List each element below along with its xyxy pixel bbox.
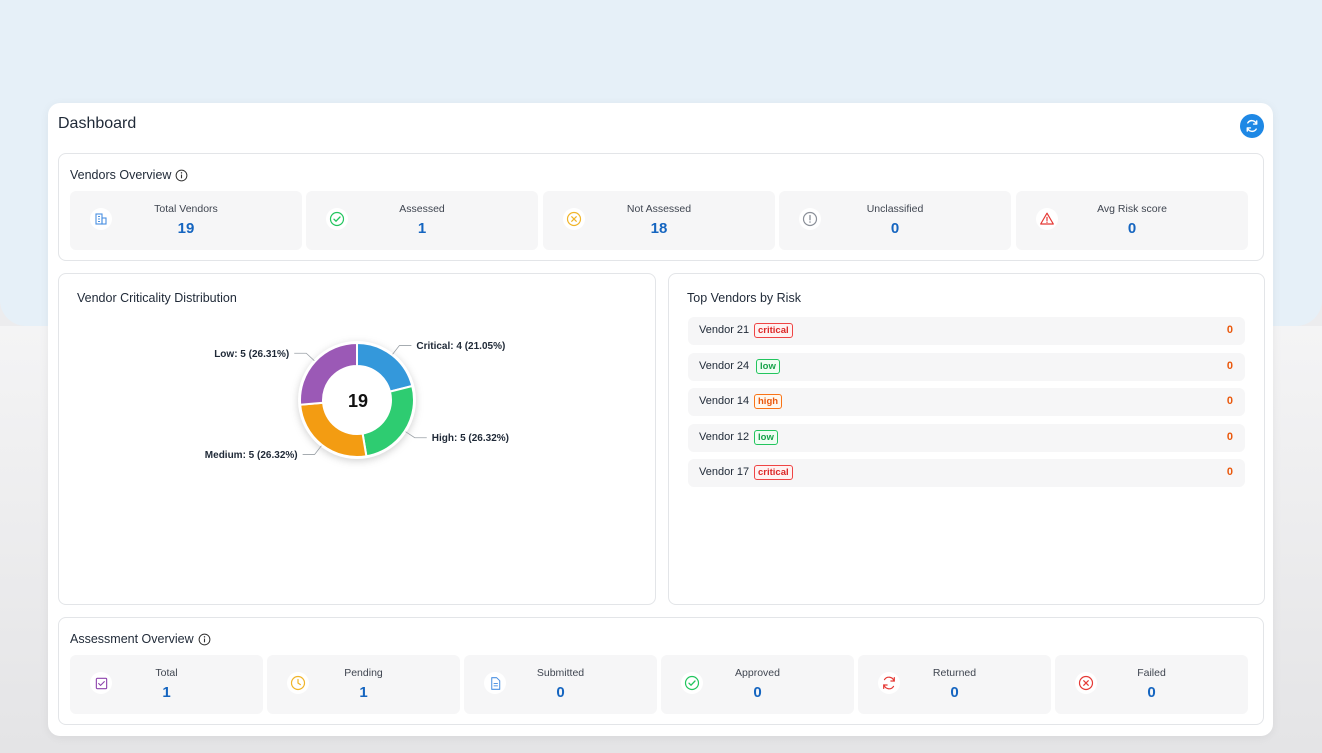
risk-score: 0: [1226, 360, 1233, 372]
donut-slice-label: Low: 5 (26.31%): [214, 349, 289, 360]
assessment-overview-label: Assessment Overview: [70, 632, 194, 646]
vendor-row[interactable]: Vendor 12 low 0: [688, 424, 1245, 452]
x-circle-icon: [1075, 672, 1097, 694]
criticality-badge: critical: [754, 323, 793, 338]
stat-unclassified[interactable]: Unclassified 0: [779, 191, 1011, 250]
refresh-button[interactable]: [1240, 114, 1264, 138]
vendor-name: Vendor 14: [699, 395, 750, 407]
stat-label: Failed: [1137, 667, 1166, 679]
risk-score: 0: [1226, 324, 1233, 336]
donut-center-value: 19: [348, 391, 368, 411]
stat-value: 1: [359, 684, 368, 701]
vendors-overview-label: Vendors Overview: [70, 168, 172, 182]
stat-not-assessed[interactable]: Not Assessed 18: [543, 191, 775, 250]
stat-assessed[interactable]: Assessed 1: [306, 191, 538, 250]
vendor-row[interactable]: Vendor 21 critical 0: [688, 317, 1245, 345]
criticality-badge: low: [754, 430, 778, 445]
page-title: Dashboard: [58, 115, 137, 132]
x-circle-icon: [563, 208, 585, 230]
criticality-badge: low: [756, 359, 780, 374]
donut-leader-line: [294, 352, 315, 362]
rotate-icon: [878, 672, 900, 694]
criticality-badge: high: [754, 394, 783, 409]
top-vendors-panel: Top Vendors by Risk Vendor 21 critical 0…: [668, 273, 1265, 605]
stat-label: Pending: [344, 667, 383, 679]
stat-label: Submitted: [536, 667, 585, 679]
vendor-name: Vendor 24: [699, 360, 750, 372]
building-icon: [90, 208, 112, 230]
vendor-row[interactable]: Vendor 14 high 0: [688, 388, 1245, 416]
stat-label: Unclassified: [866, 203, 924, 215]
stat-label: Assessed: [399, 203, 445, 215]
stat-value: 1: [162, 684, 171, 701]
stat-label: Total Vendors: [154, 203, 218, 215]
donut-slice-low[interactable]: [299, 341, 358, 406]
stat-label: Returned: [932, 667, 977, 679]
stat-returned[interactable]: Returned 0: [858, 655, 1051, 714]
stat-value: 0: [556, 684, 565, 701]
refresh-icon: [1246, 119, 1258, 133]
criticality-title: Vendor Criticality Distribution: [77, 291, 237, 305]
checkbox-icon: [90, 672, 112, 694]
risk-score: 0: [1226, 431, 1233, 443]
stat-submitted[interactable]: Submitted 0: [464, 655, 657, 714]
donut-slice-label: Medium: 5 (26.32%): [205, 450, 298, 461]
stat-label: Approved: [735, 667, 780, 679]
vendor-row[interactable]: Vendor 17 critical 0: [688, 459, 1245, 487]
top-vendors-title: Top Vendors by Risk: [687, 291, 801, 305]
donut-leader-line: [392, 345, 412, 355]
stat-approved[interactable]: Approved 0: [661, 655, 854, 714]
donut-slice-label: High: 5 (26.32%): [432, 433, 509, 444]
stat-value: 0: [1147, 684, 1156, 701]
dashboard-card: Dashboard Vendors Overview Total Vendors…: [48, 103, 1273, 736]
check-circle-icon: [681, 672, 703, 694]
clock-icon: [287, 672, 309, 694]
check-circle-icon: [326, 208, 348, 230]
stat-value: 0: [1127, 220, 1137, 237]
warning-triangle-icon: [1036, 208, 1058, 230]
stat-total[interactable]: Total 1: [70, 655, 263, 714]
vendor-name: Vendor 21: [699, 324, 750, 336]
criticality-donut-chart: Critical: 4 (21.05%) High: 5 (26.32%) Medi…: [205, 341, 509, 461]
stat-total-vendors[interactable]: Total Vendors 19: [70, 191, 302, 250]
info-icon[interactable]: [198, 633, 211, 646]
criticality-panel: Vendor Criticality Distribution Critical…: [58, 273, 656, 605]
stat-value: 19: [177, 220, 195, 237]
assessment-overview-title: Assessment Overview: [70, 632, 211, 646]
stat-pending[interactable]: Pending 1: [267, 655, 460, 714]
criticality-badge: critical: [754, 465, 793, 480]
assessment-overview-section: Assessment Overview Total 1 Pending 1 Su…: [58, 617, 1264, 725]
stat-value: 0: [753, 684, 762, 701]
stat-label: Avg Risk score: [1097, 203, 1167, 215]
stat-value: 1: [417, 220, 427, 237]
vendor-name: Vendor 17: [699, 466, 750, 478]
vendors-overview-section: Vendors Overview Total Vendors 19 Assess…: [58, 153, 1264, 261]
risk-score: 0: [1226, 395, 1233, 407]
donut-leader-line: [302, 445, 322, 455]
exclamation-circle-icon: [799, 208, 821, 230]
risk-score: 0: [1226, 466, 1233, 478]
stat-label: Total: [155, 667, 178, 679]
stat-avg-risk-score[interactable]: Avg Risk score 0: [1016, 191, 1248, 250]
donut-leader-line: [405, 431, 427, 439]
stat-failed[interactable]: Failed 0: [1055, 655, 1248, 714]
donut-slice-label: Critical: 4 (21.05%): [416, 341, 505, 352]
vendor-name: Vendor 12: [699, 431, 750, 443]
stat-label: Not Assessed: [626, 203, 692, 215]
stat-value: 0: [950, 684, 959, 701]
document-icon: [484, 672, 506, 694]
info-icon[interactable]: [175, 169, 188, 182]
stat-value: 18: [650, 220, 668, 237]
stat-value: 0: [890, 220, 900, 237]
vendors-overview-title: Vendors Overview: [70, 168, 188, 182]
vendor-row[interactable]: Vendor 24 low 0: [688, 353, 1245, 381]
